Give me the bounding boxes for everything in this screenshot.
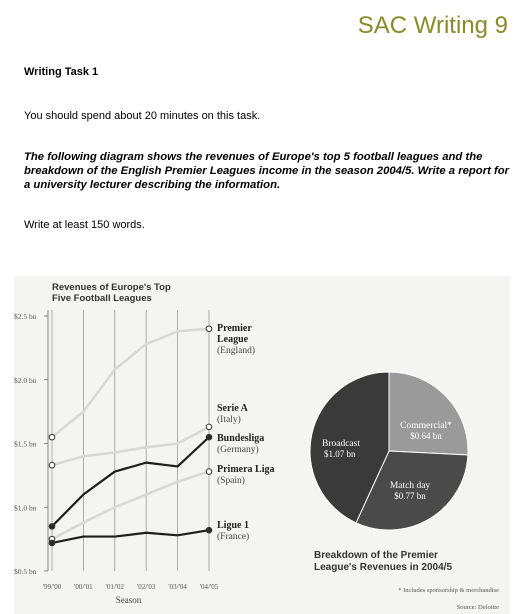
series-label: Ligue 1: [217, 520, 249, 531]
series-line: [51, 470, 210, 541]
series-label: Primera Liga: [217, 464, 274, 475]
series-label: Serie A: [217, 403, 249, 414]
series-point: [205, 423, 213, 431]
pie-chart: Commercial*$0.64 bn Match day$0.77 bn Broa…: [309, 371, 500, 611]
x-tick-label: '03/'04: [168, 583, 187, 591]
line-chart-title: Revenues of Europe's Top: [52, 282, 171, 293]
series-point: [205, 433, 213, 441]
series-line: [51, 436, 210, 528]
task-prompt: The following diagram shows the revenues…: [24, 151, 510, 191]
task-instruction: You should spend about 20 minutes on thi…: [24, 110, 261, 122]
brand-title: SAC Writing 9: [357, 12, 508, 39]
pie-slice: [388, 371, 469, 456]
series-line: [51, 327, 210, 439]
word-count-note: Write at least 150 words.: [24, 219, 145, 231]
line-chart-title: Five Football Leagues: [52, 293, 152, 304]
series-label: (Germany): [217, 444, 259, 455]
pie-source: Source: Deloitte: [457, 604, 500, 611]
x-axis-label: Season: [116, 595, 142, 605]
series-label: (England): [217, 345, 255, 356]
pie-slice-label: Broadcast: [322, 439, 360, 449]
series-point: [48, 539, 56, 547]
pie-slice-value: $0.64 bn: [410, 431, 442, 441]
series-label: Premier: [217, 323, 252, 334]
figure: Revenues of Europe's Top Five Football Le…: [14, 276, 510, 614]
task-title: Writing Task 1: [24, 66, 99, 78]
series-label: League: [217, 334, 249, 345]
series-line: [51, 425, 210, 467]
pie-slice-label: Match day: [390, 481, 431, 491]
series-label: Bundesliga: [217, 433, 264, 444]
series-point: [205, 468, 213, 475]
series-point: [48, 461, 56, 469]
pie-slice: [309, 371, 390, 524]
series-point: [48, 523, 56, 530]
pie-slice: [355, 450, 469, 531]
series-point: [205, 325, 213, 333]
pie-slice-value: $0.77 bn: [394, 491, 426, 501]
y-tick-label: $1.5 bn: [14, 440, 37, 449]
pie-slice-value: $1.07 bn: [324, 449, 356, 459]
series-label: (France): [217, 531, 249, 542]
pie-footnote: * Includes sponsorship & merchandise: [398, 587, 499, 594]
pie-chart-title: League's Revenues in 2004/5: [314, 562, 452, 573]
x-tick-label: '00/'01: [74, 583, 93, 591]
series-point: [48, 433, 56, 441]
series-label: (Italy): [217, 414, 241, 425]
series-line: [51, 529, 210, 545]
x-tick-label: '02/'03: [137, 583, 156, 591]
pie-slice-label: Commercial*: [400, 421, 452, 431]
series-label: (Spain): [217, 475, 245, 486]
y-tick-label: $2.0 bn: [14, 376, 37, 385]
x-tick-label: '04/'05: [200, 583, 219, 591]
series-point: [205, 526, 213, 534]
y-tick-label: $1.0 bn: [14, 503, 37, 512]
y-tick-label: $0.5 bn: [14, 567, 37, 576]
x-tick-label: '01/'02: [106, 583, 125, 591]
pie-chart-title: Breakdown of the Premier: [314, 550, 438, 561]
y-tick-label: $2.5 bn: [14, 312, 37, 321]
x-tick-label: '99/'00: [43, 583, 62, 591]
